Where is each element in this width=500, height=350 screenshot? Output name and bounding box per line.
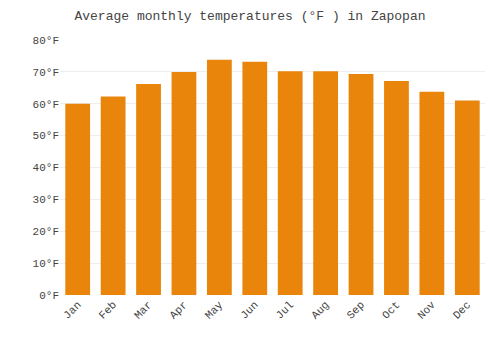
svg-text:Apr: Apr xyxy=(167,299,189,321)
svg-text:Mar: Mar xyxy=(132,299,154,321)
svg-text:80°F: 80°F xyxy=(33,35,59,47)
svg-text:May: May xyxy=(203,299,226,322)
svg-text:Jan: Jan xyxy=(61,299,83,321)
svg-text:Jul: Jul xyxy=(274,299,296,321)
svg-text:70°F: 70°F xyxy=(33,67,59,79)
svg-text:Feb: Feb xyxy=(97,299,119,321)
svg-text:40°F: 40°F xyxy=(33,162,59,174)
svg-text:60°F: 60°F xyxy=(33,99,59,111)
svg-text:Sep: Sep xyxy=(345,299,367,321)
svg-text:Aug: Aug xyxy=(309,299,331,321)
svg-text:Average monthly temperatures (: Average monthly temperatures (°F ) in Za… xyxy=(74,9,425,24)
svg-text:50°F: 50°F xyxy=(33,130,59,142)
svg-text:Jun: Jun xyxy=(238,299,260,321)
svg-text:Dec: Dec xyxy=(451,299,473,321)
svg-text:10°F: 10°F xyxy=(33,258,59,270)
svg-text:Oct: Oct xyxy=(380,299,402,321)
svg-text:30°F: 30°F xyxy=(33,194,59,206)
svg-text:20°F: 20°F xyxy=(33,226,59,238)
svg-text:Nov: Nov xyxy=(415,299,438,322)
svg-text:0°F: 0°F xyxy=(39,290,59,302)
